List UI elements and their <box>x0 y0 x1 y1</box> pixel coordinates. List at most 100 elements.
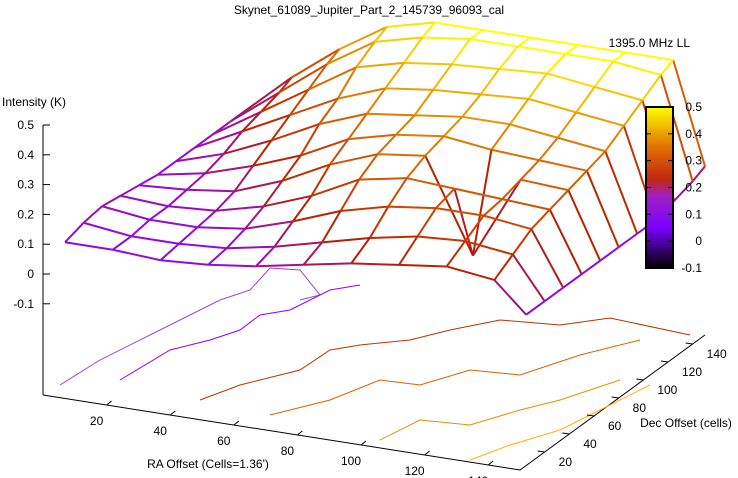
x-tick-label: 120 <box>405 464 425 478</box>
mesh-segment <box>321 210 342 243</box>
mesh-segment <box>159 242 180 261</box>
mesh-segment <box>350 237 371 264</box>
mesh-segment <box>575 111 625 127</box>
mesh-segment <box>278 63 328 94</box>
base-frame <box>42 125 706 471</box>
mesh-segment <box>612 51 627 63</box>
mesh-segment <box>348 133 397 141</box>
mesh-segment <box>308 66 357 91</box>
mesh-segment <box>424 135 445 157</box>
mesh-segment <box>464 215 485 242</box>
mesh-segment <box>274 241 323 248</box>
mesh-segment <box>525 300 546 316</box>
mesh-segment <box>604 125 625 152</box>
mesh-segment <box>567 189 602 262</box>
mesh-segment <box>549 189 570 211</box>
mesh-segment <box>270 114 291 142</box>
mesh-segment <box>186 188 235 193</box>
mesh-segment <box>329 138 350 166</box>
mesh-segment <box>538 137 559 161</box>
mesh-segment <box>501 178 522 200</box>
mesh-segment <box>446 265 495 281</box>
mesh-segment <box>599 246 620 262</box>
x-tick-mark <box>424 450 430 456</box>
z-tick-label: -0.1 <box>13 297 34 311</box>
x-tick-mark <box>106 400 112 406</box>
mesh-segment <box>517 36 531 48</box>
mesh-segment <box>453 188 474 256</box>
x-tick-label: 100 <box>341 454 361 468</box>
mesh-segment <box>493 279 527 316</box>
mesh-segment <box>368 206 390 239</box>
mesh-segment <box>194 130 243 149</box>
mesh-segment <box>241 114 291 133</box>
mesh-segment <box>529 36 578 46</box>
mesh-segment <box>241 111 262 133</box>
contour-line <box>379 379 621 441</box>
mesh-segment <box>131 235 180 245</box>
mesh-segment <box>234 179 283 193</box>
y-tick-mark <box>636 378 644 381</box>
mesh-segment <box>472 179 522 257</box>
x-tick-label: 140 <box>468 474 488 478</box>
mesh-segment <box>432 63 453 91</box>
mesh-segment <box>374 36 423 43</box>
x-tick-mark <box>233 420 240 426</box>
mesh-segment <box>178 242 227 250</box>
mesh-segment <box>339 179 360 212</box>
mesh-segment <box>197 226 246 230</box>
mesh-segment <box>557 136 606 153</box>
mesh-segment <box>562 273 583 289</box>
mesh-segment <box>546 72 595 88</box>
mesh-segment <box>175 152 224 163</box>
mesh-segment <box>263 194 312 208</box>
mesh-segment <box>245 220 294 230</box>
mesh-segment <box>291 48 340 79</box>
mesh-segment <box>175 146 196 163</box>
x-tick-mark <box>297 430 303 436</box>
mesh-segment <box>575 86 596 113</box>
mesh-segment <box>208 263 256 268</box>
mesh-segment <box>548 209 583 275</box>
mesh-segment <box>366 112 415 117</box>
x-tick-mark <box>487 460 494 466</box>
mesh-segment <box>326 40 376 66</box>
mesh-segment <box>517 45 566 55</box>
mesh-segment <box>556 111 577 139</box>
mesh-segment <box>207 247 228 266</box>
mesh-segment <box>585 170 620 248</box>
y-tick-label: 100 <box>657 383 677 397</box>
mesh-segment <box>499 67 548 75</box>
mesh-segment <box>422 36 471 41</box>
mesh-segment <box>260 88 309 113</box>
surface-mesh <box>64 21 706 316</box>
mesh-segment <box>512 228 533 256</box>
mesh-segment <box>112 235 132 251</box>
mesh-segment <box>454 187 503 201</box>
mesh-segment <box>215 205 264 212</box>
y-tick-label: 20 <box>559 455 573 469</box>
mesh-segment <box>414 114 463 118</box>
mesh-segment <box>347 113 368 140</box>
colorbar-ticks: 0.5 0.4 0.3 0.2 0.1 0 -0.1 <box>646 100 702 275</box>
mesh-segment <box>289 97 338 116</box>
mesh-segment <box>186 172 206 191</box>
mesh-segment <box>527 72 548 100</box>
mesh-segment <box>398 263 447 268</box>
contour-line <box>59 267 321 386</box>
y-tick-mark <box>562 432 570 435</box>
colorbar-tick-label: 0.3 <box>685 154 702 168</box>
mesh-segment <box>223 139 272 155</box>
mesh-segment <box>300 138 349 157</box>
mesh-segment <box>450 38 471 66</box>
colorbar-tick-label: 0.1 <box>685 207 702 221</box>
mesh-segment <box>160 259 209 266</box>
mesh-segment <box>546 53 567 75</box>
mesh-segment <box>469 38 518 48</box>
mesh-segment <box>252 139 273 167</box>
colorbar-tick-label: 0.2 <box>685 181 702 195</box>
mesh-segment <box>462 115 511 126</box>
mesh-segment <box>581 259 601 276</box>
mesh-segment <box>691 165 706 182</box>
